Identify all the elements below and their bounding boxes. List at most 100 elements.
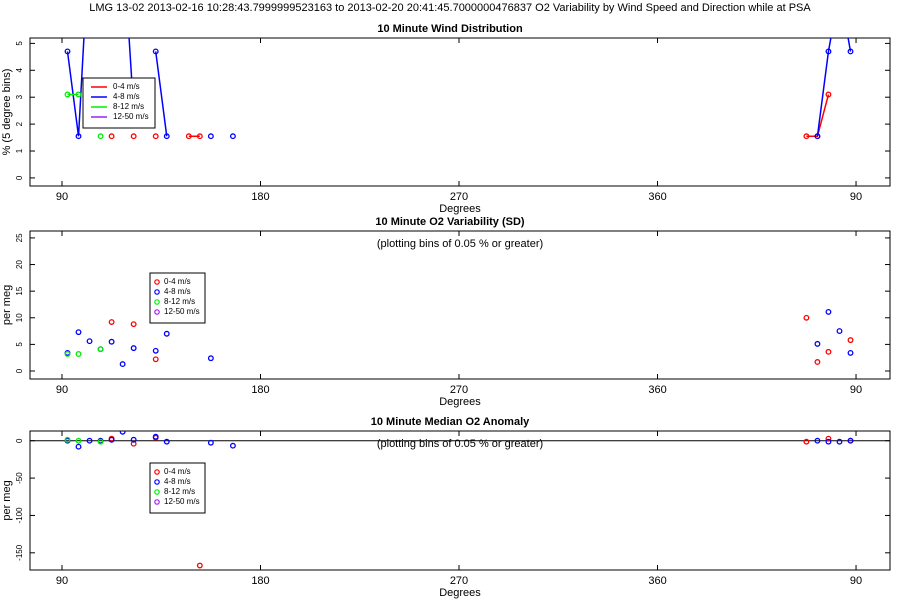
y-tick-label: -100 xyxy=(15,507,24,524)
data-point xyxy=(64,91,71,98)
data-point xyxy=(803,314,810,321)
data-point xyxy=(825,348,832,355)
data-point xyxy=(207,133,214,140)
y-tick-label: -50 xyxy=(15,472,24,484)
legend-label: 0-4 m/s xyxy=(113,82,140,91)
data-point xyxy=(207,355,214,362)
y-tick-label: 15 xyxy=(15,286,24,295)
legend-swatch xyxy=(154,469,160,475)
x-tick-label: 270 xyxy=(450,384,468,396)
data-point xyxy=(75,329,82,336)
data-point xyxy=(152,356,159,363)
data-point xyxy=(75,443,82,450)
legend-label: 8-12 m/s xyxy=(113,102,144,111)
data-point xyxy=(825,91,832,98)
data-point xyxy=(163,330,170,337)
data-point xyxy=(814,359,821,365)
y-tick-label: 1 xyxy=(15,148,24,153)
panel-title: 10 Minute O2 Variability (SD) xyxy=(375,216,524,228)
data-point xyxy=(825,435,832,442)
data-point xyxy=(75,351,82,357)
plot-frame xyxy=(29,430,891,571)
x-tick-label: 360 xyxy=(648,191,666,203)
x-tick-label: 360 xyxy=(648,575,666,587)
data-point xyxy=(814,437,821,444)
y-tick-label: 0 xyxy=(15,368,24,373)
x-tick-label: 270 xyxy=(450,575,468,587)
x-axis-label: Degrees xyxy=(439,203,481,215)
y-axis-label: per meg xyxy=(1,285,13,325)
x-tick-label: 180 xyxy=(251,384,269,396)
legend-label: 12-50 m/s xyxy=(113,112,149,121)
data-point xyxy=(108,436,115,443)
y-tick-label: 25 xyxy=(15,233,24,242)
legend-swatch xyxy=(154,499,160,505)
data-point xyxy=(847,48,854,55)
y-tick-label: 0 xyxy=(15,438,24,443)
data-point xyxy=(825,48,832,55)
data-point xyxy=(97,346,104,353)
legend-label: 4-8 m/s xyxy=(164,477,191,486)
plot-frame xyxy=(29,37,891,187)
legend-label: 0-4 m/s xyxy=(164,467,191,476)
legend-label: 4-8 m/s xyxy=(164,287,191,296)
x-tick-label: 90 xyxy=(850,575,862,587)
legend-label: 8-12 m/s xyxy=(164,297,195,306)
data-point xyxy=(196,133,203,140)
legend-swatch xyxy=(154,479,160,485)
data-point xyxy=(847,437,854,444)
x-tick-label: 180 xyxy=(251,575,269,587)
data-point xyxy=(814,133,821,140)
data-point xyxy=(847,349,854,356)
panel-title: 10 Minute Median O2 Anomaly xyxy=(371,416,530,428)
data-point xyxy=(803,438,810,445)
data-point xyxy=(163,133,170,140)
legend-swatch xyxy=(154,299,160,305)
legend-label: 12-50 m/s xyxy=(164,307,200,316)
data-point xyxy=(152,133,159,140)
data-point xyxy=(196,562,203,569)
data-point xyxy=(64,436,71,443)
data-point xyxy=(75,133,82,140)
y-axis-label: % (5 degree bins) xyxy=(1,69,13,156)
data-point xyxy=(163,438,170,445)
panel-subtitle: (plotting bins of 0.05 % or greater) xyxy=(377,438,543,450)
legend-label: 8-12 m/s xyxy=(164,487,195,496)
data-point xyxy=(185,133,192,140)
data-point xyxy=(847,337,854,344)
x-axis-label: Degrees xyxy=(439,587,481,599)
x-tick-label: 270 xyxy=(450,191,468,203)
data-point xyxy=(152,48,159,55)
y-axis-label: per meg xyxy=(1,480,13,520)
y-tick-label: 5 xyxy=(15,41,24,46)
y-tick-label: 20 xyxy=(15,260,24,269)
x-tick-label: 180 xyxy=(251,191,269,203)
data-point xyxy=(64,48,71,55)
y-tick-label: 5 xyxy=(15,342,24,347)
series-line xyxy=(188,94,830,137)
plot-frame xyxy=(29,230,891,380)
data-point xyxy=(64,351,71,357)
x-tick-label: 360 xyxy=(648,384,666,396)
data-point xyxy=(86,437,93,444)
data-point xyxy=(119,361,126,368)
data-point xyxy=(119,431,126,435)
data-point xyxy=(207,439,214,446)
x-tick-label: 90 xyxy=(56,575,68,587)
data-point xyxy=(108,133,115,140)
panel-subtitle: (plotting bins of 0.05 % or greater) xyxy=(377,238,543,250)
legend-label: 12-50 m/s xyxy=(164,497,200,506)
x-tick-label: 90 xyxy=(850,191,862,203)
data-point xyxy=(836,328,843,335)
legend-label: 0-4 m/s xyxy=(164,277,191,286)
y-tick-label: -150 xyxy=(15,544,24,561)
data-point xyxy=(97,133,104,140)
data-point xyxy=(130,321,137,328)
data-point xyxy=(229,133,236,140)
legend-swatch xyxy=(154,289,160,295)
data-point xyxy=(130,436,137,443)
data-point xyxy=(86,338,93,345)
y-tick-label: 4 xyxy=(15,68,24,73)
